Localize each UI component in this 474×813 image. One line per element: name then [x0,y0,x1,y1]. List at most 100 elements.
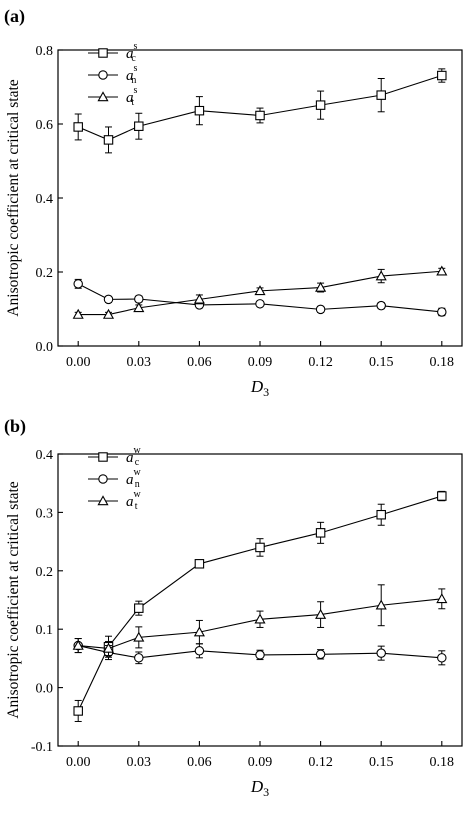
data-point [437,653,447,663]
legend-marker [98,474,108,484]
data-point [194,105,205,116]
data-point [437,491,447,501]
y-tick-label: 0.0 [36,682,54,697]
x-tick-label: 0.03 [127,355,152,370]
panel-label: (b) [4,416,26,437]
legend-entry: aw t [126,489,142,512]
series-line [78,598,442,650]
x-tick-label: 0.09 [248,755,273,770]
y-axis-label: Anisotropic coefficient at critical stat… [5,481,22,718]
y-tick-label: 0.4 [36,448,54,463]
data-point [375,270,387,281]
series-line [78,270,442,316]
data-point [376,300,386,311]
x-tick-label: 0.00 [66,755,91,770]
data-point [437,307,447,317]
data-point [134,121,144,131]
x-axis-label: D3 [250,777,269,799]
legend-entry: as n [126,63,138,86]
data-point [376,90,386,100]
x-tick-label: 0.06 [187,355,212,370]
x-tick-label: 0.03 [127,755,152,770]
data-point [436,265,448,276]
chart-panel-1: (b) -0.1 0.0 0.1 0.2 0.3 0.4 0.00 0.03 0.06 0.09 0.… [4,416,463,799]
legend-marker [97,495,109,506]
data-point [315,608,327,619]
x-tick-label: 0.12 [308,355,333,370]
data-point [375,599,387,610]
data-point [134,294,144,304]
series-line [78,645,442,659]
data-point [103,294,114,305]
data-point [436,593,448,604]
data-point [193,293,205,304]
series-square [73,490,447,722]
x-tick-label: 0.15 [369,355,394,370]
legend-entry: as c [126,41,138,64]
series-line [77,283,442,313]
x-tick-label: 0.12 [308,755,333,770]
data-point [72,308,84,319]
y-tick-label: 0.2 [36,266,54,281]
x-tick-label: 0.18 [430,355,455,370]
y-tick-label: 0.1 [36,623,54,638]
legend-marker [98,70,108,80]
y-tick-label: -0.1 [31,740,53,755]
data-point [193,626,205,637]
data-point [315,528,326,538]
legend: aw caw naw t [88,445,142,512]
data-point [73,279,83,289]
data-point [194,646,205,656]
data-point [72,639,84,650]
plot-frame [57,453,463,747]
y-axis-label: Anisotropic coefficient at critical stat… [5,79,22,316]
data-point [102,642,115,653]
chart-panel-0: (a) 0.0 0.2 0.4 0.6 0.8 0.00 0.03 0.06 0.09 0.12 0.… [4,6,463,399]
data-point [255,650,265,660]
legend-entry: aw n [126,467,142,490]
data-point [376,509,386,520]
data-point [315,100,326,110]
data-point [103,135,114,145]
data-point [254,285,266,296]
data-point [133,302,145,313]
series-circle [73,638,447,666]
legend: as cas nas t [88,41,138,108]
y-tick-label: 0.3 [36,506,54,521]
data-point [315,304,326,315]
panel-label: (a) [4,6,25,27]
y-tick-label: 0.2 [36,565,54,580]
data-point [437,70,447,81]
x-tick-label: 0.06 [187,755,212,770]
legend-marker [98,452,108,462]
data-point [73,122,83,132]
data-point [255,299,265,309]
legend-entry: as t [126,85,138,108]
data-point [254,613,266,624]
x-tick-label: 0.00 [66,355,91,370]
legend-marker [98,48,108,58]
data-point [315,281,327,292]
series-line [77,495,442,712]
series-triangle [72,265,448,319]
data-point [315,649,326,660]
data-point [255,542,265,553]
y-tick-label: 0.0 [36,340,54,355]
series-square [73,68,447,154]
series-circle [73,278,447,317]
data-point [73,706,83,716]
series-triangle [72,584,448,656]
y-tick-label: 0.8 [36,44,54,59]
x-tick-label: 0.18 [430,755,455,770]
legend-marker [97,91,109,102]
data-point [133,631,145,642]
x-tick-label: 0.15 [369,755,394,770]
data-point [134,603,144,613]
data-point [194,559,205,569]
legend-entry: aw c [126,445,142,468]
data-point [134,653,144,663]
data-point [102,308,115,319]
y-tick-label: 0.6 [36,118,54,133]
y-tick-label: 0.4 [36,192,54,207]
